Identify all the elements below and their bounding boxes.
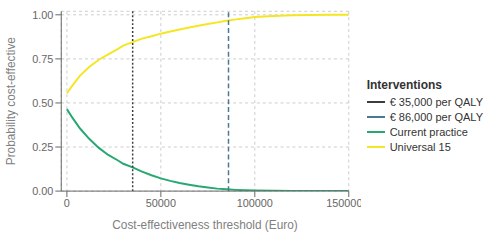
html-text:Current practice: Current practice	[389, 126, 468, 138]
svg-text:0.25: 0.25	[32, 141, 53, 153]
svg-text:100000: 100000	[237, 197, 273, 209]
svg-text:150000: 150000	[326, 197, 360, 209]
svg-text:0.75: 0.75	[32, 53, 53, 65]
svg-text:Probability cost-effective: Probability cost-effective	[8, 37, 18, 166]
svg-text:Cost-effectiveness threshold (: Cost-effectiveness threshold (Euro)	[112, 218, 297, 232]
svg-text:0.50: 0.50	[32, 97, 53, 109]
svg-text:50000: 50000	[146, 197, 176, 209]
svg-text:0: 0	[64, 197, 70, 209]
html-text:€ 86,000 per QALY: € 86,000 per QALY	[389, 111, 483, 123]
html-text:Universal 15: Universal 15	[389, 141, 451, 153]
html-text:€ 35,000 per QALY: € 35,000 per QALY	[389, 96, 483, 108]
svg-text:0.00: 0.00	[32, 185, 53, 197]
html-text:Interventions: Interventions	[366, 78, 442, 92]
svg-text:1.00: 1.00	[32, 9, 53, 21]
